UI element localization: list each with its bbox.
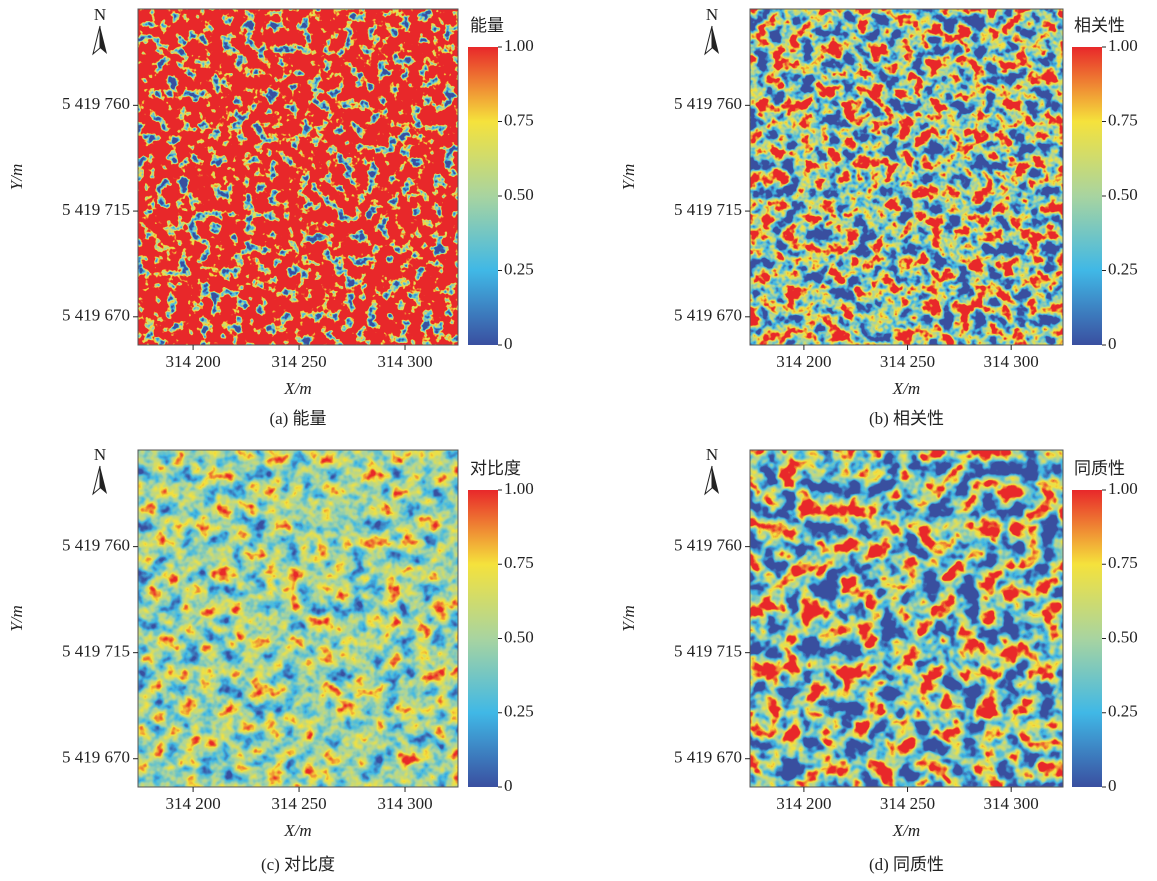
y-tick-label: 5 419 715 <box>62 642 130 661</box>
y-axis-label: Y/m <box>7 605 26 631</box>
colorbar <box>468 47 498 345</box>
plot-frame <box>137 449 459 788</box>
panel-caption: (a) 能量 <box>269 409 326 428</box>
north-arrow-fill <box>100 466 107 494</box>
y-axis-label: Y/m <box>619 605 638 631</box>
x-axis-label: X/m <box>892 379 920 398</box>
colorbar-tick-label: 0.50 <box>504 185 534 204</box>
x-tick-label: 314 200 <box>776 794 831 813</box>
y-axis-label: Y/m <box>7 164 26 190</box>
y-tick-label: 5 419 670 <box>674 748 742 767</box>
colorbar-title: 对比度 <box>470 459 521 478</box>
x-tick-label: 314 250 <box>271 794 326 813</box>
colorbar-tick-label: 0.75 <box>504 553 534 572</box>
colorbar-tick-label: 0.25 <box>504 259 534 278</box>
y-tick-label: 5 419 670 <box>62 306 130 325</box>
colorbar-tick-label: 0.75 <box>1108 110 1138 129</box>
colorbar-tick-label: 0 <box>1108 334 1117 353</box>
north-arrow-fill <box>712 26 719 54</box>
north-arrow-fill <box>712 466 719 494</box>
y-tick-label: 5 419 715 <box>674 200 742 219</box>
colorbar-tick-label: 1.00 <box>504 36 534 55</box>
x-tick-label: 314 250 <box>880 794 935 813</box>
north-label: N <box>706 445 718 464</box>
raster <box>138 9 458 345</box>
colorbar <box>468 490 498 787</box>
raster <box>750 9 1063 345</box>
colorbar-tick-label: 0.25 <box>504 702 534 721</box>
x-tick-label: 314 300 <box>984 794 1039 813</box>
y-tick-label: 5 419 670 <box>674 306 742 325</box>
colorbar-tick-label: 1.00 <box>1108 36 1138 55</box>
colorbar-tick-label: 0.75 <box>1108 553 1138 572</box>
x-axis-label: X/m <box>892 821 920 840</box>
north-arrow <box>92 25 101 56</box>
raster <box>750 450 1063 787</box>
colorbar-title: 相关性 <box>1074 16 1125 35</box>
y-tick-label: 5 419 670 <box>62 748 130 767</box>
north-label: N <box>94 5 106 24</box>
y-axis-label: Y/m <box>619 164 638 190</box>
colorbar-tick-label: 0.50 <box>504 627 534 646</box>
x-tick-label: 314 250 <box>271 352 326 371</box>
colorbar-tick-label: 0 <box>504 334 513 353</box>
north-label: N <box>94 445 106 464</box>
y-tick-label: 5 419 760 <box>62 94 130 113</box>
colorbar <box>1072 490 1102 787</box>
plot-frame <box>749 8 1064 346</box>
panel-caption: (c) 对比度 <box>261 855 335 874</box>
north-label: N <box>706 5 718 24</box>
y-tick-label: 5 419 760 <box>674 536 742 555</box>
colorbar-tick-label: 0.75 <box>504 110 534 129</box>
x-tick-label: 314 300 <box>377 352 432 371</box>
y-tick-label: 5 419 760 <box>674 94 742 113</box>
y-tick-label: 5 419 715 <box>674 642 742 661</box>
x-tick-label: 314 200 <box>165 352 220 371</box>
raster <box>138 450 458 787</box>
north-arrow <box>704 25 713 56</box>
colorbar-tick-label: 1.00 <box>1108 479 1138 498</box>
x-tick-label: 314 200 <box>776 352 831 371</box>
colorbar <box>1072 47 1102 345</box>
colorbar-tick-label: 0 <box>1108 776 1117 795</box>
north-arrow <box>92 465 101 496</box>
panel-caption: (b) 相关性 <box>869 409 944 428</box>
plot-frame <box>137 8 459 346</box>
colorbar-tick-label: 0.50 <box>1108 627 1138 646</box>
y-tick-label: 5 419 715 <box>62 200 130 219</box>
north-arrow-fill <box>100 26 107 54</box>
colorbar-tick-label: 0.25 <box>1108 259 1138 278</box>
x-tick-label: 314 300 <box>377 794 432 813</box>
x-tick-label: 314 200 <box>165 794 220 813</box>
x-tick-label: 314 250 <box>880 352 935 371</box>
colorbar-tick-label: 0.50 <box>1108 185 1138 204</box>
x-axis-label: X/m <box>283 821 311 840</box>
colorbar-tick-label: 1.00 <box>504 479 534 498</box>
colorbar-title: 能量 <box>470 16 504 35</box>
x-tick-label: 314 300 <box>984 352 1039 371</box>
x-axis-label: X/m <box>283 379 311 398</box>
colorbar-tick-label: 0.25 <box>1108 702 1138 721</box>
colorbar-tick-label: 0 <box>504 776 513 795</box>
y-tick-label: 5 419 760 <box>62 536 130 555</box>
panel-caption: (d) 同质性 <box>869 855 944 874</box>
north-arrow <box>704 465 713 496</box>
colorbar-title: 同质性 <box>1074 459 1125 478</box>
plot-frame <box>749 449 1064 788</box>
